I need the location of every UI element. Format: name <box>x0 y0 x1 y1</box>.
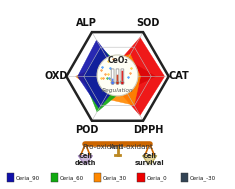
Polygon shape <box>83 48 127 112</box>
Circle shape <box>97 55 138 96</box>
Ellipse shape <box>77 163 93 166</box>
Polygon shape <box>78 40 121 108</box>
Polygon shape <box>114 60 156 91</box>
Bar <box>7 173 14 183</box>
Circle shape <box>111 81 114 84</box>
Text: Regulation: Regulation <box>102 88 133 92</box>
Text: ALP: ALP <box>76 18 97 28</box>
Bar <box>137 173 145 183</box>
Text: OXD: OXD <box>44 71 68 81</box>
Polygon shape <box>78 156 93 164</box>
Bar <box>181 173 188 183</box>
Text: Pro-oxidant: Pro-oxidant <box>82 144 124 150</box>
Text: Cell
survival: Cell survival <box>135 153 164 166</box>
Ellipse shape <box>142 163 158 166</box>
FancyBboxPatch shape <box>121 71 123 82</box>
Text: DPPH: DPPH <box>133 125 163 135</box>
FancyBboxPatch shape <box>117 75 118 82</box>
FancyBboxPatch shape <box>116 69 119 83</box>
Text: SOD: SOD <box>137 18 160 28</box>
Circle shape <box>116 81 119 84</box>
Polygon shape <box>75 54 141 105</box>
FancyBboxPatch shape <box>112 79 114 82</box>
Text: Ceria_90: Ceria_90 <box>16 175 40 180</box>
Text: Ceria_60: Ceria_60 <box>59 175 84 180</box>
Text: POD: POD <box>75 125 98 135</box>
Polygon shape <box>142 156 157 164</box>
Circle shape <box>121 81 124 84</box>
Bar <box>94 173 101 183</box>
Text: Ceria_-30: Ceria_-30 <box>190 175 216 180</box>
FancyBboxPatch shape <box>111 69 114 83</box>
Text: Ceria_0: Ceria_0 <box>146 175 167 180</box>
Text: Anti-oxidant: Anti-oxidant <box>110 144 154 150</box>
Polygon shape <box>108 37 164 115</box>
Text: Ceria_30: Ceria_30 <box>103 175 127 180</box>
Text: CeO₂: CeO₂ <box>107 56 128 65</box>
Text: CAT: CAT <box>168 71 189 81</box>
Bar <box>51 173 58 183</box>
FancyBboxPatch shape <box>121 69 124 83</box>
Text: Cell
death: Cell death <box>75 153 96 166</box>
